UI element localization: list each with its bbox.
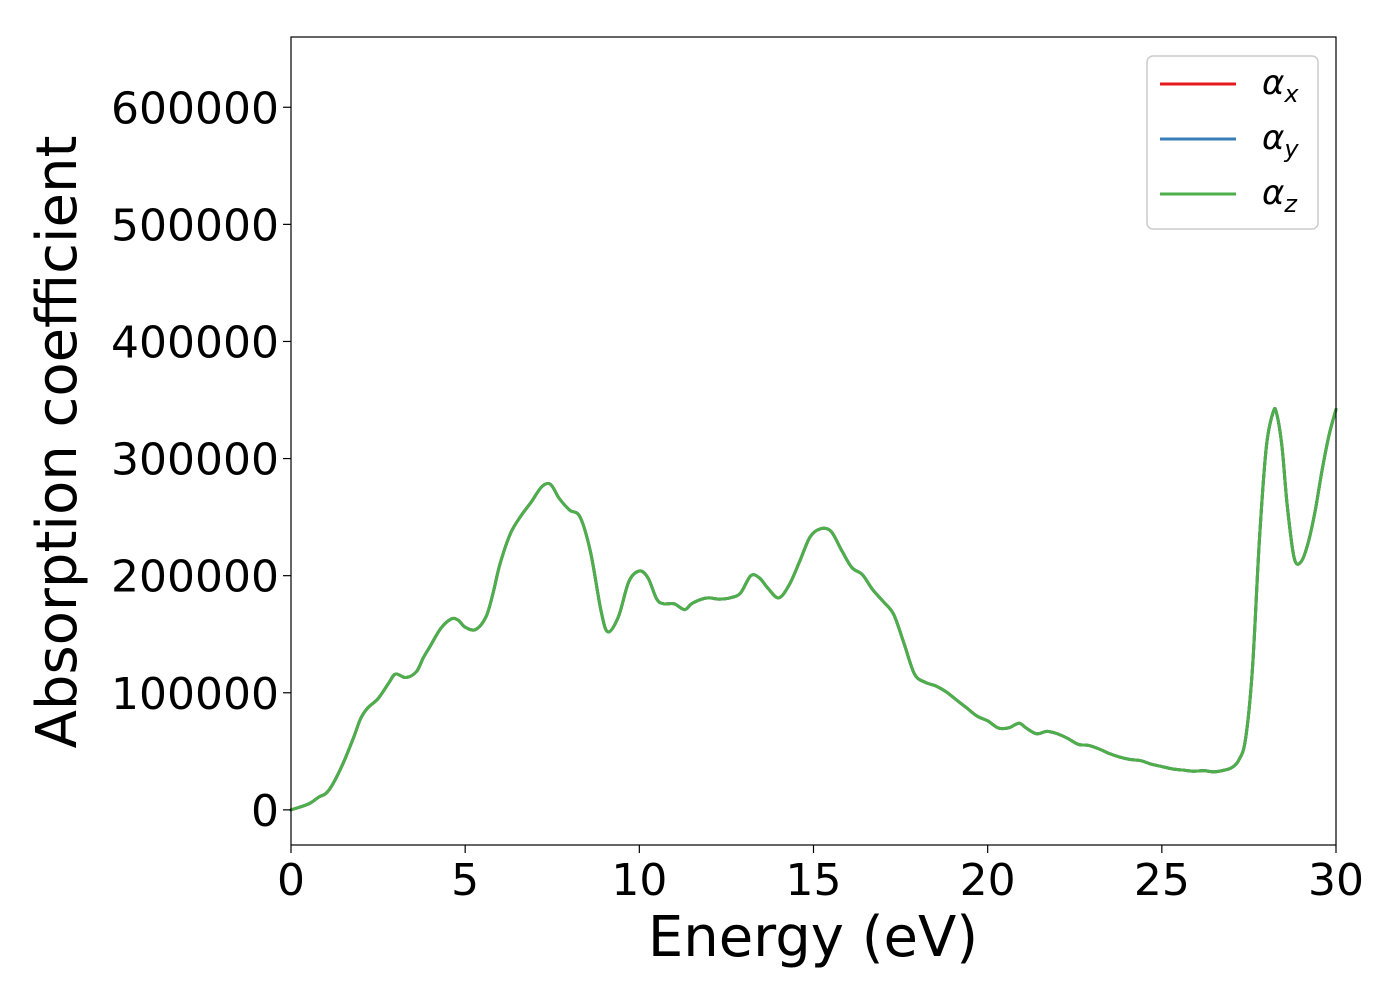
y-tick-label: 0: [251, 786, 279, 837]
x-tick-label: 10: [611, 855, 667, 906]
legend-label-alpha-z: αz: [1262, 173, 1298, 218]
x-axis-ticks: 0 5 10 15 20 25 30: [277, 845, 1364, 906]
legend-box: [1146, 55, 1319, 230]
legend-label-alpha-y: αy: [1262, 118, 1299, 163]
y-tick-label: 100000: [111, 669, 279, 720]
x-tick-label: 30: [1308, 855, 1364, 906]
legend-label-alpha-x: αx: [1262, 63, 1299, 108]
plot-lines: [289, 407, 1338, 812]
x-axis-title: Energy (eV): [648, 905, 978, 970]
x-tick-label: 0: [277, 855, 305, 906]
y-axis-ticks: 0 100000 200000 300000 400000 500000 600000: [111, 83, 291, 837]
x-tick-label: 15: [786, 855, 842, 906]
y-tick-label: 400000: [111, 317, 279, 368]
y-tick-label: 500000: [111, 200, 279, 251]
y-axis-title: Absorption coefficient: [25, 136, 90, 749]
y-tick-label: 200000: [111, 552, 279, 603]
legend: αx αy αz: [1146, 55, 1319, 230]
x-tick-label: 20: [960, 855, 1016, 906]
y-tick-label: 600000: [111, 83, 279, 134]
x-tick-label: 5: [451, 855, 479, 906]
y-tick-label: 300000: [111, 435, 279, 486]
x-tick-label: 25: [1134, 855, 1190, 906]
series-line-alpha-z: [289, 407, 1338, 812]
